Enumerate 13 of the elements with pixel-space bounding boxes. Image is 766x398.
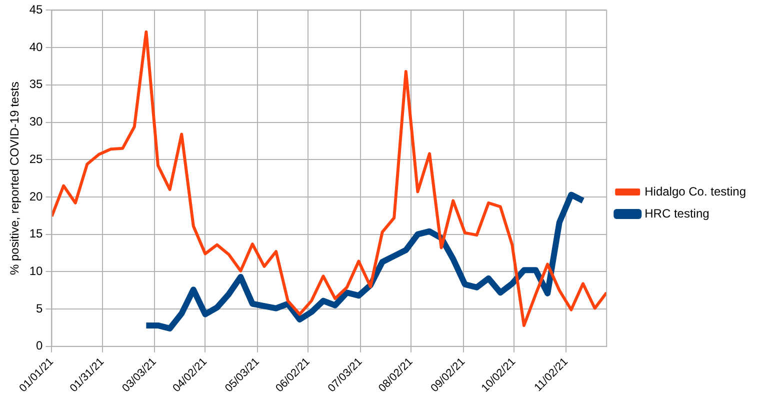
y-tick-label: 35 [29, 77, 44, 92]
y-axis-title: % positive, reported COVID-19 tests [8, 82, 22, 276]
y-tick-label: 30 [29, 114, 44, 129]
legend-label: HRC testing [644, 206, 710, 220]
y-tick-label: 5 [36, 301, 44, 316]
legend-label: Hidalgo Co. testing [644, 184, 746, 198]
y-tick-label: 40 [29, 40, 44, 54]
y-tick-label: 20 [29, 189, 44, 204]
y-tick-label: 10 [29, 264, 44, 278]
y-tick-label: 0 [36, 338, 44, 353]
y-tick-label: 15 [29, 226, 44, 241]
y-tick-label: 45 [29, 2, 44, 17]
y-tick-label: 25 [29, 152, 44, 166]
